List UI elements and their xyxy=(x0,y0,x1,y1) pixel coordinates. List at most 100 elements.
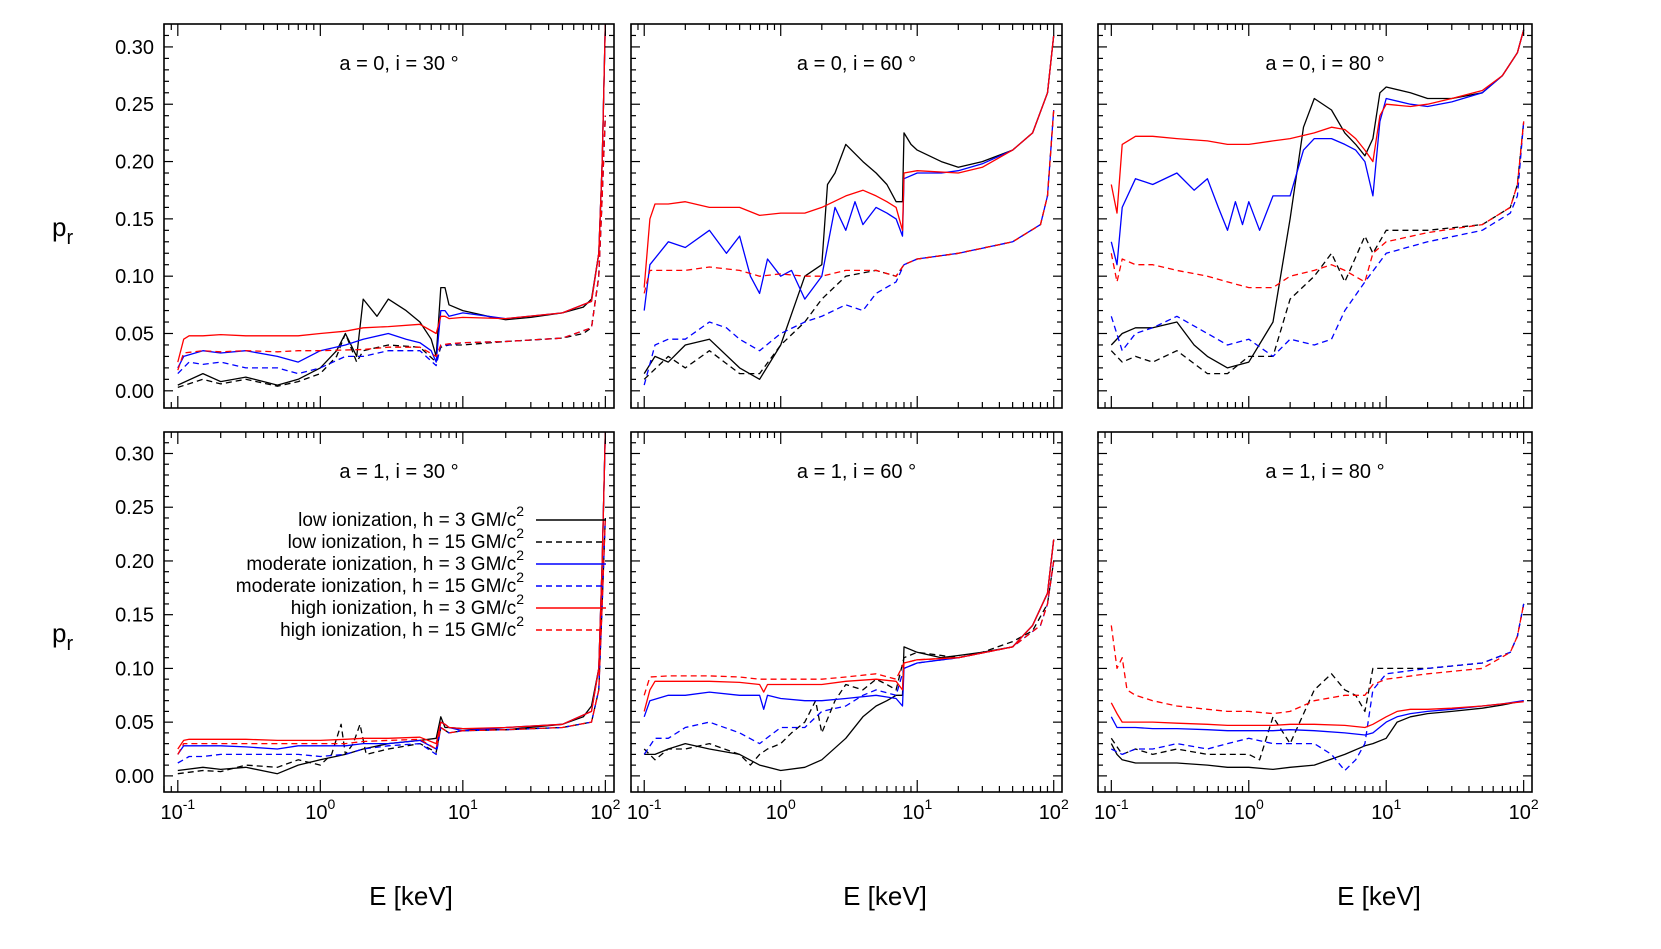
series-high-3 xyxy=(1110,29,1525,214)
series-high-3 xyxy=(1110,701,1524,729)
panel-6: 10-1 100 101 102 a = 1, i = 80 ° xyxy=(1094,431,1539,824)
series-mod-15 xyxy=(177,517,606,764)
panel-title: a = 0, i = 30 ° xyxy=(339,53,458,75)
legend-entry: moderate ionization, h = 3 GM/c2 xyxy=(246,547,606,575)
series-mod-15 xyxy=(1110,121,1525,358)
series-high-15 xyxy=(1110,603,1525,715)
y-tick-label: 0.00 xyxy=(115,766,154,788)
panel-1: 0.00 0.05 0.10 0.15 0.20 0.25 0.30 a = 0, i = 3… xyxy=(115,23,615,409)
series-high-3 xyxy=(177,432,606,750)
panel-3: a = 0, i = 80 ° xyxy=(1097,23,1533,409)
series-high-15 xyxy=(1110,121,1525,289)
legend-label: low ionization, h = 3 GM/c2 xyxy=(298,503,524,531)
plot-frame xyxy=(630,431,1063,793)
series-mod-15 xyxy=(643,560,1055,755)
ylabel-top: pr xyxy=(52,212,73,249)
axis-labels: pr pr E [keV] E [keV] E [keV] xyxy=(52,212,1421,911)
y-tick-label: 0.05 xyxy=(115,323,154,345)
panel-title: a = 1, i = 80 ° xyxy=(1265,461,1384,483)
x-tick-label: 102 xyxy=(1039,796,1069,824)
x-tick-label: 100 xyxy=(1234,796,1264,824)
series-group xyxy=(177,432,606,775)
y-tick-label: 0.20 xyxy=(115,152,154,174)
xlabel-right: E [keV] xyxy=(1337,881,1421,911)
y-tick-label: 0.20 xyxy=(115,551,154,573)
plot-frame xyxy=(163,431,615,793)
plot-frame xyxy=(1097,23,1533,409)
plot-frame xyxy=(1097,431,1533,793)
series-low-15 xyxy=(177,115,606,389)
series-mod-15 xyxy=(643,109,1055,386)
x-tick-label: 10-1 xyxy=(1094,796,1129,824)
legend-entry: low ionization, h = 15 GM/c2 xyxy=(288,525,606,553)
y-tick-label: 0.10 xyxy=(115,658,154,680)
series-low-15 xyxy=(643,109,1055,380)
x-tick-label: 100 xyxy=(305,796,335,824)
series-low-3 xyxy=(177,24,606,386)
y-tick-label: 0.25 xyxy=(115,94,154,116)
y-tick-label: 0.15 xyxy=(115,209,154,231)
xlabel-middle: E [keV] xyxy=(843,881,927,911)
series-low-3 xyxy=(643,35,1055,380)
series-group xyxy=(643,539,1055,772)
series-low-15 xyxy=(1110,603,1525,761)
x-tick-label: 101 xyxy=(448,796,478,824)
series-mod-3 xyxy=(1110,700,1524,736)
series-mod-3 xyxy=(643,35,1055,311)
series-low-3 xyxy=(644,539,1055,772)
panel-5: 10-1 100 101 102 a = 1, i = 60 ° xyxy=(627,431,1069,824)
panel-4: 0.00 0.05 0.10 0.15 0.20 0.25 0.30 10-1 100 101 10… xyxy=(115,431,621,824)
y-tick-label: 0.05 xyxy=(115,712,154,734)
series-high-15 xyxy=(177,517,606,755)
series-low-15 xyxy=(177,517,606,775)
series-low-3 xyxy=(1110,700,1524,771)
legend-label: low ionization, h = 15 GM/c2 xyxy=(288,525,525,553)
x-tick-label: 102 xyxy=(590,796,620,824)
plot-frame xyxy=(630,23,1063,409)
series-low-15 xyxy=(1110,121,1525,375)
legend-entry: high ionization, h = 15 GM/c2 xyxy=(280,613,606,641)
panel-title: a = 1, i = 60 ° xyxy=(797,461,916,483)
x-tick-label: 101 xyxy=(1371,796,1401,824)
x-tick-label: 100 xyxy=(766,796,796,824)
series-group xyxy=(1110,29,1525,375)
series-mod-3 xyxy=(643,539,1055,718)
y-tick-label: 0.10 xyxy=(115,266,154,288)
y-tick-label: 0.15 xyxy=(115,605,154,627)
series-high-15 xyxy=(177,115,606,371)
y-tick-label: 0.30 xyxy=(115,37,154,59)
series-group xyxy=(177,24,606,389)
series-high-3 xyxy=(643,35,1055,288)
legend-entry: high ionization, h = 3 GM/c2 xyxy=(291,591,606,619)
legend-label: moderate ionization, h = 15 GM/c2 xyxy=(236,569,524,597)
legend-entry: moderate ionization, h = 15 GM/c2 xyxy=(236,569,606,597)
ylabel-bottom: pr xyxy=(52,618,73,655)
x-tick-label: 101 xyxy=(902,796,932,824)
series-high-3 xyxy=(177,24,606,363)
legend-label: moderate ionization, h = 3 GM/c2 xyxy=(246,547,524,575)
panel-title: a = 0, i = 60 ° xyxy=(797,53,916,75)
x-tick-label: 10-1 xyxy=(627,796,662,824)
series-high-15 xyxy=(643,109,1055,294)
legend-label: high ionization, h = 3 GM/c2 xyxy=(291,591,525,619)
panel-title: a = 0, i = 80 ° xyxy=(1265,53,1384,75)
series-group xyxy=(1110,603,1525,772)
series-group xyxy=(643,35,1055,386)
xlabel-left: E [keV] xyxy=(369,881,453,911)
series-mod-3 xyxy=(1110,29,1525,266)
series-high-15 xyxy=(643,560,1055,696)
series-high-3 xyxy=(643,539,1055,712)
x-tick-label: 10-1 xyxy=(160,796,195,824)
legend-entry: low ionization, h = 3 GM/c2 xyxy=(298,503,606,531)
y-tick-label: 0.25 xyxy=(115,497,154,519)
y-tick-label: 0.30 xyxy=(115,443,154,465)
y-tick-label: 0.00 xyxy=(115,381,154,403)
series-low-3 xyxy=(1110,29,1525,369)
legend-label: high ionization, h = 15 GM/c2 xyxy=(280,613,524,641)
panel-2: a = 0, i = 60 ° xyxy=(630,23,1063,409)
x-tick-label: 102 xyxy=(1509,796,1539,824)
plot-frame xyxy=(163,23,615,409)
panel-title: a = 1, i = 30 ° xyxy=(339,461,458,483)
